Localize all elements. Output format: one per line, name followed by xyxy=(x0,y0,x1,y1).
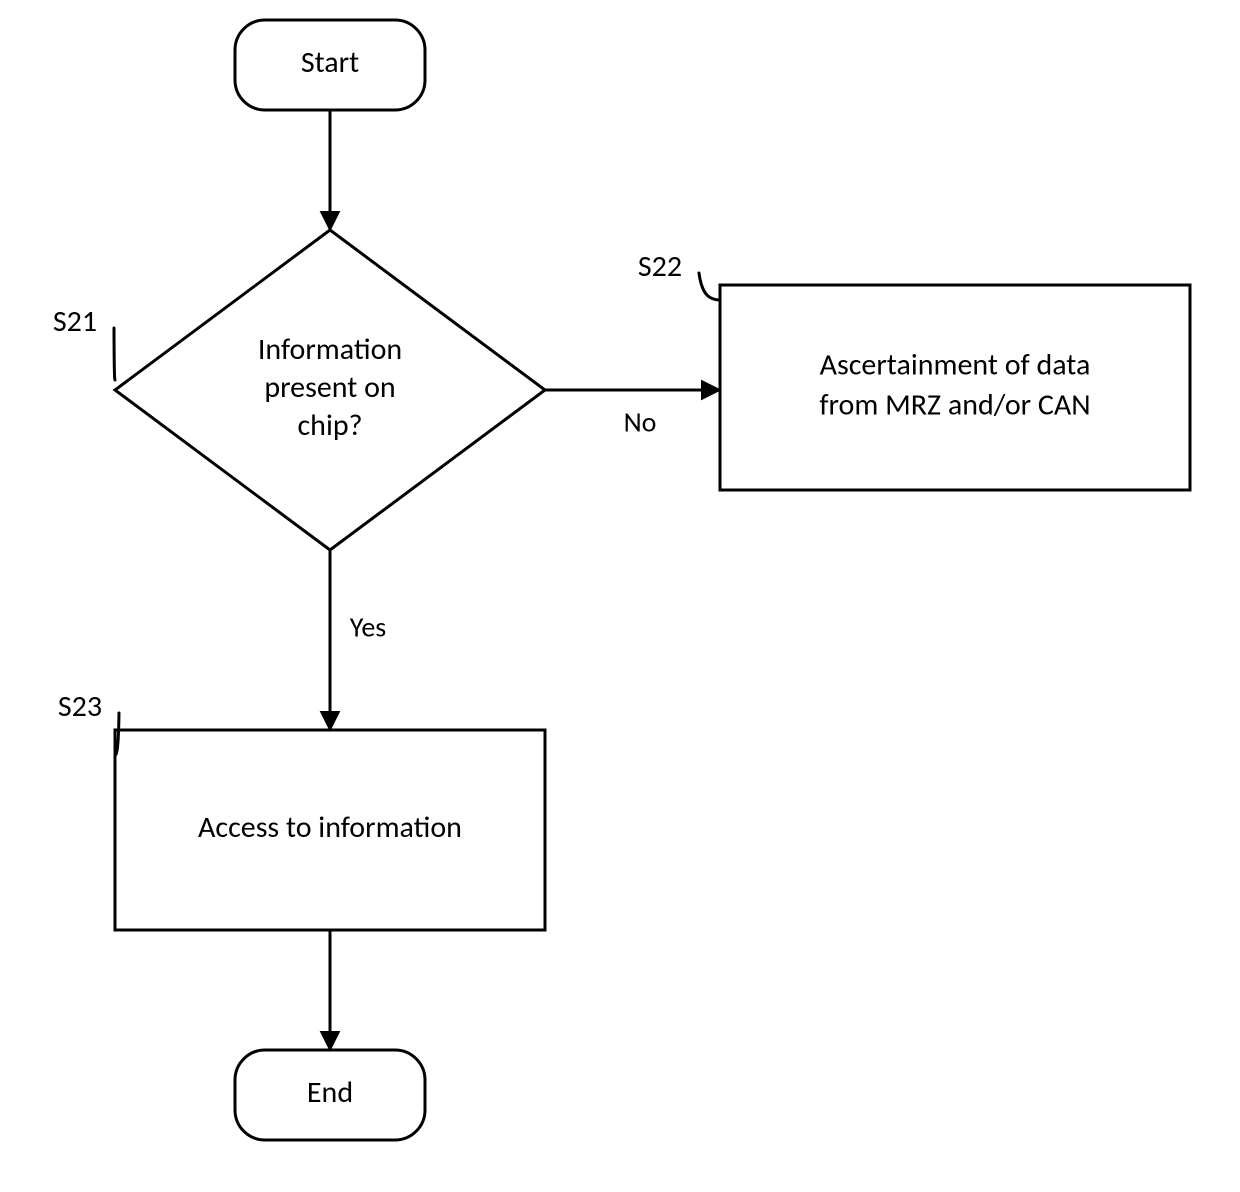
svg-text:Access to information: Access to information xyxy=(198,809,462,846)
svg-text:present on: present on xyxy=(264,369,395,406)
svg-text:Start: Start xyxy=(301,44,359,81)
callout-label-s21: S21 xyxy=(53,303,97,340)
svg-text:Ascertainment of data: Ascertainment of data xyxy=(820,347,1091,384)
svg-text:Information: Information xyxy=(258,331,402,368)
callout-label-s22: S22 xyxy=(638,248,682,285)
svg-text:chip?: chip? xyxy=(298,407,363,444)
edge-label-no: No xyxy=(624,405,657,440)
svg-text:from MRZ and/or CAN: from MRZ and/or CAN xyxy=(819,387,1090,424)
edge-label-yes: Yes xyxy=(350,610,387,645)
svg-text:End: End xyxy=(307,1074,353,1111)
callout-label-s23: S23 xyxy=(58,688,102,725)
callout-hook-s22 xyxy=(699,273,720,300)
flowchart-canvas: Start Informationpresent onchip? Ascertain… xyxy=(0,0,1240,1187)
callout-hook-s21 xyxy=(114,328,115,380)
